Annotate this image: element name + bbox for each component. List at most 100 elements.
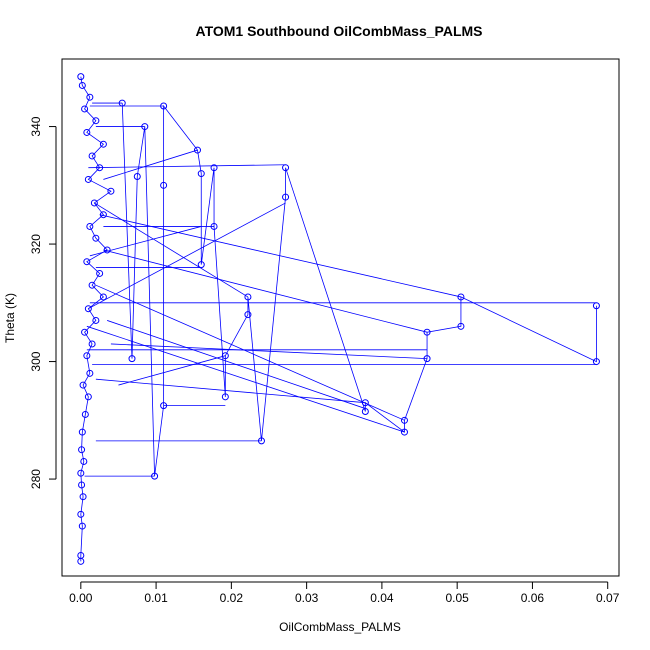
data-point: [423, 328, 431, 336]
connecting-line: [99, 214, 462, 298]
x-tick-label: 0.00: [69, 591, 93, 605]
y-tick-label: 340: [29, 116, 43, 136]
data-point: [83, 352, 91, 360]
data-point: [77, 469, 85, 477]
data-point: [210, 164, 218, 172]
connecting-line: [89, 226, 202, 257]
y-tick-label: 320: [29, 234, 43, 254]
data-point: [210, 222, 218, 230]
data-point: [78, 428, 86, 436]
data-point: [118, 99, 126, 107]
data-point: [92, 234, 100, 242]
data-point: [99, 211, 107, 219]
y-tick-label: 300: [29, 351, 43, 371]
connecting-line: [110, 343, 428, 360]
data-point: [88, 281, 96, 289]
x-tick-label: 0.03: [295, 591, 319, 605]
data-point: [81, 105, 89, 113]
data-point: [78, 481, 86, 489]
data-point: [221, 352, 229, 360]
data-point: [244, 311, 252, 319]
data-point: [257, 437, 265, 445]
data-point: [77, 551, 85, 559]
plot-frame: [61, 58, 620, 577]
data-point: [282, 193, 290, 201]
y-axis: 280 300 320 340: [29, 116, 57, 489]
x-tick-label: 0.01: [144, 591, 168, 605]
connecting-line: [103, 249, 428, 333]
data-point: [99, 140, 107, 148]
data-point: [160, 402, 168, 410]
x-tick-label: 0.07: [596, 591, 620, 605]
data-point: [84, 393, 92, 401]
data-point: [457, 322, 465, 330]
data-point: [160, 181, 168, 189]
data-point: [86, 369, 94, 377]
data-point: [84, 305, 92, 313]
data-point: [361, 408, 369, 415]
data-point: [78, 81, 86, 89]
data-point: [160, 102, 168, 110]
data-point: [77, 73, 85, 81]
connecting-line: [95, 284, 405, 421]
data-point: [151, 472, 159, 480]
connecting-line: [94, 202, 249, 298]
connecting-line: [88, 164, 286, 169]
data-point: [96, 164, 104, 172]
data-point: [77, 510, 85, 518]
x-tick-label: 0.05: [445, 591, 469, 605]
data-point: [197, 261, 205, 269]
data-point: [79, 381, 87, 389]
connecting-line: [86, 325, 405, 433]
connecting-line: [103, 149, 198, 180]
data-point: [83, 258, 91, 266]
data-point: [592, 358, 600, 366]
data-point: [81, 328, 89, 336]
data-point: [141, 123, 149, 131]
data-point: [78, 446, 86, 454]
series-line: [121, 103, 597, 477]
data-point: [90, 199, 98, 207]
connecting-line: [95, 378, 366, 404]
x-tick-label: 0.02: [220, 591, 244, 605]
data-point: [457, 293, 465, 301]
x-axis-label: OilCombMass_PALMS: [279, 620, 401, 634]
x-tick-label: 0.06: [521, 591, 545, 605]
data-point: [128, 355, 136, 363]
data-point: [79, 493, 87, 501]
data-point: [197, 170, 205, 178]
data-point: [282, 164, 290, 172]
data-point: [84, 175, 92, 183]
x-tick-label: 0.04: [370, 591, 394, 605]
data-point: [103, 246, 111, 254]
data-point: [88, 152, 96, 160]
data-point: [80, 457, 88, 465]
data-point: [107, 187, 115, 195]
connecting-line: [88, 202, 286, 310]
data-point: [400, 428, 408, 436]
y-axis-label: Theta (K): [3, 293, 17, 343]
data-point: [86, 222, 94, 230]
data-point: [96, 269, 104, 277]
data-point: [92, 117, 100, 125]
data-point: [221, 393, 229, 401]
chart-title: ATOM1 Southbound OilCombMass_PALMS: [196, 23, 483, 39]
connecting-line: [107, 320, 366, 409]
data-point: [81, 410, 89, 418]
data-point: [193, 146, 201, 154]
connecting-line: [118, 355, 226, 386]
plot-marks: [77, 73, 600, 565]
data-point: [400, 416, 408, 424]
series-line: [80, 76, 112, 562]
data-point: [99, 293, 107, 301]
data-point: [92, 316, 100, 324]
data-point: [592, 302, 600, 310]
data-point: [83, 128, 91, 136]
y-tick-label: 280: [29, 469, 43, 489]
data-point: [361, 399, 369, 407]
data-point: [423, 355, 431, 363]
x-axis: 0.00 0.01 0.02 0.03 0.04 0.05 0.06 0.07: [69, 581, 620, 605]
data-point: [78, 522, 86, 530]
data-point: [244, 293, 252, 301]
data-point: [133, 173, 141, 180]
